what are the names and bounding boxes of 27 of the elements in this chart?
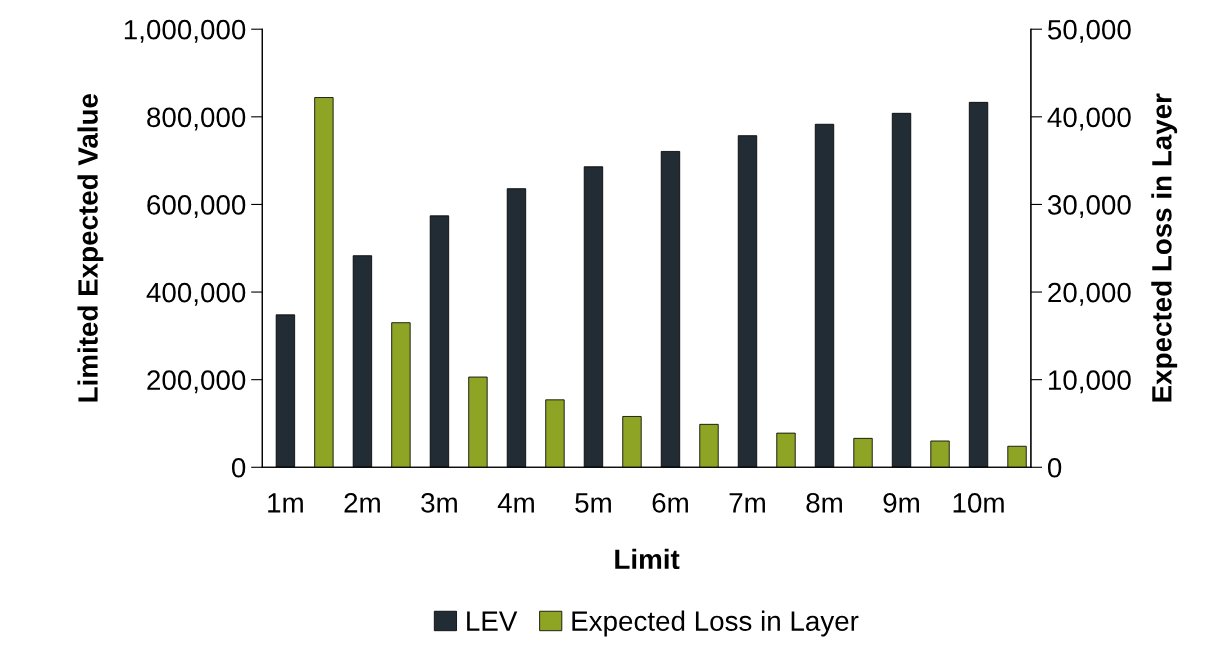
y-tick-label: 200,000 — [147, 370, 246, 394]
y2-tick-label: 40,000 — [1047, 107, 1131, 131]
x-tick-label: 10m — [953, 493, 1004, 513]
y-tick-label: 600,000 — [147, 195, 246, 219]
x-tick-label: 9m — [883, 493, 919, 513]
x-tick-label: 7m — [729, 493, 765, 513]
x-tick-label: 2m — [344, 493, 380, 513]
y2-axis-title: Expected Loss in Layer — [1151, 93, 1178, 402]
legend-label: Expected Loss in Layer — [572, 610, 859, 637]
y2-tick-label: 0 — [1047, 457, 1062, 478]
y-tick-label: 1,000,000 — [124, 19, 246, 43]
y-tick-label: 800,000 — [147, 107, 246, 131]
x-tick-label: 6m — [652, 493, 688, 513]
y2-tick-label: 10,000 — [1048, 370, 1131, 394]
x-tick-label: 4m — [497, 493, 534, 513]
y2-tick-label: 20,000 — [1048, 282, 1131, 306]
y2-tick-label: 50,000 — [1047, 19, 1131, 43]
y-axis-title: Limited Expected Value — [77, 94, 104, 402]
x-tick-label: 3m — [421, 493, 457, 513]
legend-label: LEV — [467, 611, 518, 631]
x-tick-label: 5m — [575, 493, 611, 513]
x-tick-label: 8m — [806, 493, 842, 513]
y-tick-label: 0 — [231, 457, 246, 478]
x-axis-title: Limit — [615, 548, 680, 570]
x-tick-label: 1m — [268, 493, 303, 513]
y-tick-label: 400,000 — [146, 282, 246, 306]
y2-tick-label: 30,000 — [1047, 195, 1131, 219]
